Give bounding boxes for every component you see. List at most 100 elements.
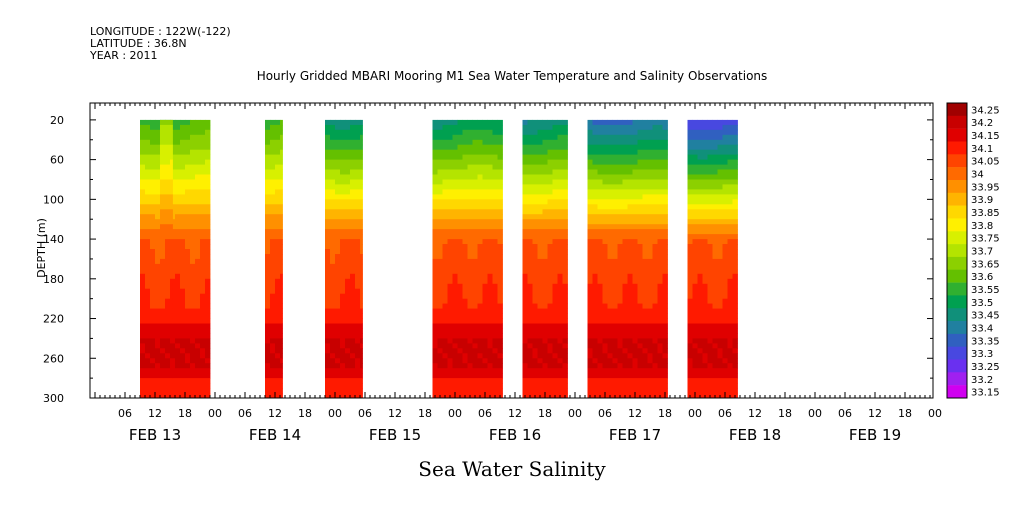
salinity-cell (642, 293, 648, 300)
salinity-cell (477, 144, 483, 151)
salinity-cell (457, 323, 463, 329)
salinity-cell (145, 199, 151, 205)
salinity-cell (632, 199, 638, 205)
salinity-cell (717, 263, 723, 270)
salinity-cell (350, 154, 356, 160)
salinity-cell (472, 119, 478, 126)
salinity-cell (280, 239, 283, 245)
salinity-cell (350, 214, 356, 220)
salinity-cell (722, 249, 728, 255)
salinity-cell (330, 234, 336, 240)
salinity-cell (612, 288, 618, 295)
salinity-cell (195, 348, 201, 354)
salinity-cell (330, 119, 336, 126)
salinity-cell (537, 338, 543, 344)
salinity-cell (360, 234, 363, 240)
salinity-cell (477, 239, 483, 245)
salinity-cell (457, 164, 463, 170)
salinity-cell (557, 258, 563, 265)
salinity-cell (597, 139, 603, 146)
salinity-cell (472, 298, 478, 305)
salinity-cell (732, 258, 738, 265)
salinity-cell (702, 124, 708, 131)
salinity-cell (345, 368, 351, 374)
salinity-cell (697, 308, 703, 314)
salinity-cell (160, 348, 166, 354)
salinity-cell (557, 278, 563, 285)
salinity-cell (627, 229, 633, 235)
salinity-cell (170, 124, 173, 131)
salinity-cell (647, 239, 653, 245)
salinity-cell (180, 159, 186, 165)
salinity-cell (702, 273, 708, 280)
salinity-cell (200, 358, 206, 364)
salinity-cell (442, 373, 448, 379)
salinity-cell (542, 224, 548, 230)
salinity-cell (697, 174, 703, 180)
salinity-cell (175, 119, 181, 126)
salinity-cell (642, 368, 648, 374)
salinity-cell (280, 378, 283, 384)
salinity-cell (657, 313, 663, 319)
salinity-cell (557, 234, 563, 240)
salinity-cell (692, 174, 698, 180)
salinity-cell (727, 278, 733, 285)
salinity-cell (497, 288, 503, 295)
salinity-cell (637, 209, 643, 215)
salinity-cell (612, 199, 618, 205)
salinity-cell (662, 194, 668, 200)
salinity-cell (492, 169, 498, 175)
salinity-cell (557, 119, 563, 126)
salinity-cell (622, 383, 628, 389)
salinity-cell (205, 258, 211, 265)
salinity-cell (547, 179, 553, 185)
salinity-cell (160, 244, 166, 250)
salinity-cell (662, 353, 668, 359)
salinity-cell (145, 298, 151, 305)
salinity-cell (557, 293, 563, 300)
plot-frame (89, 102, 934, 399)
salinity-cell (662, 308, 668, 314)
salinity-cell (487, 204, 493, 210)
y-tick-label: 300 (43, 392, 64, 405)
salinity-cell (492, 189, 498, 195)
salinity-cell (532, 328, 538, 334)
salinity-cell (175, 254, 181, 260)
salinity-cell (200, 308, 206, 314)
salinity-cell (527, 318, 533, 324)
salinity-cell (492, 268, 498, 275)
salinity-cell (647, 363, 653, 369)
salinity-cell (602, 293, 608, 300)
salinity-cell (562, 268, 568, 275)
salinity-cell (472, 318, 478, 324)
salinity-cell (345, 159, 351, 165)
salinity-cell (597, 154, 603, 160)
salinity-cell (467, 378, 473, 384)
salinity-cell (687, 373, 693, 379)
salinity-cell (612, 308, 618, 314)
salinity-cell (160, 378, 166, 384)
salinity-cell (350, 119, 356, 126)
salinity-cell (150, 343, 156, 349)
salinity-cell (442, 338, 448, 344)
salinity-cell (702, 169, 708, 175)
salinity-cell (492, 378, 498, 384)
salinity-cell (532, 263, 538, 270)
salinity-cell (522, 124, 528, 131)
salinity-cell (632, 288, 638, 295)
salinity-cell (702, 388, 708, 394)
salinity-cell (442, 363, 448, 369)
salinity-cell (727, 124, 733, 131)
salinity-cell (527, 124, 533, 131)
salinity-cell (692, 194, 698, 200)
salinity-cell (522, 283, 528, 290)
salinity-cell (627, 278, 633, 285)
salinity-cell (447, 199, 453, 205)
salinity-cell (437, 323, 443, 329)
salinity-cell (732, 303, 738, 309)
salinity-cell (280, 119, 283, 126)
legend-label: 33.2 (971, 375, 993, 386)
salinity-cell (325, 283, 331, 290)
salinity-cell (632, 358, 638, 364)
salinity-cell (487, 159, 493, 165)
